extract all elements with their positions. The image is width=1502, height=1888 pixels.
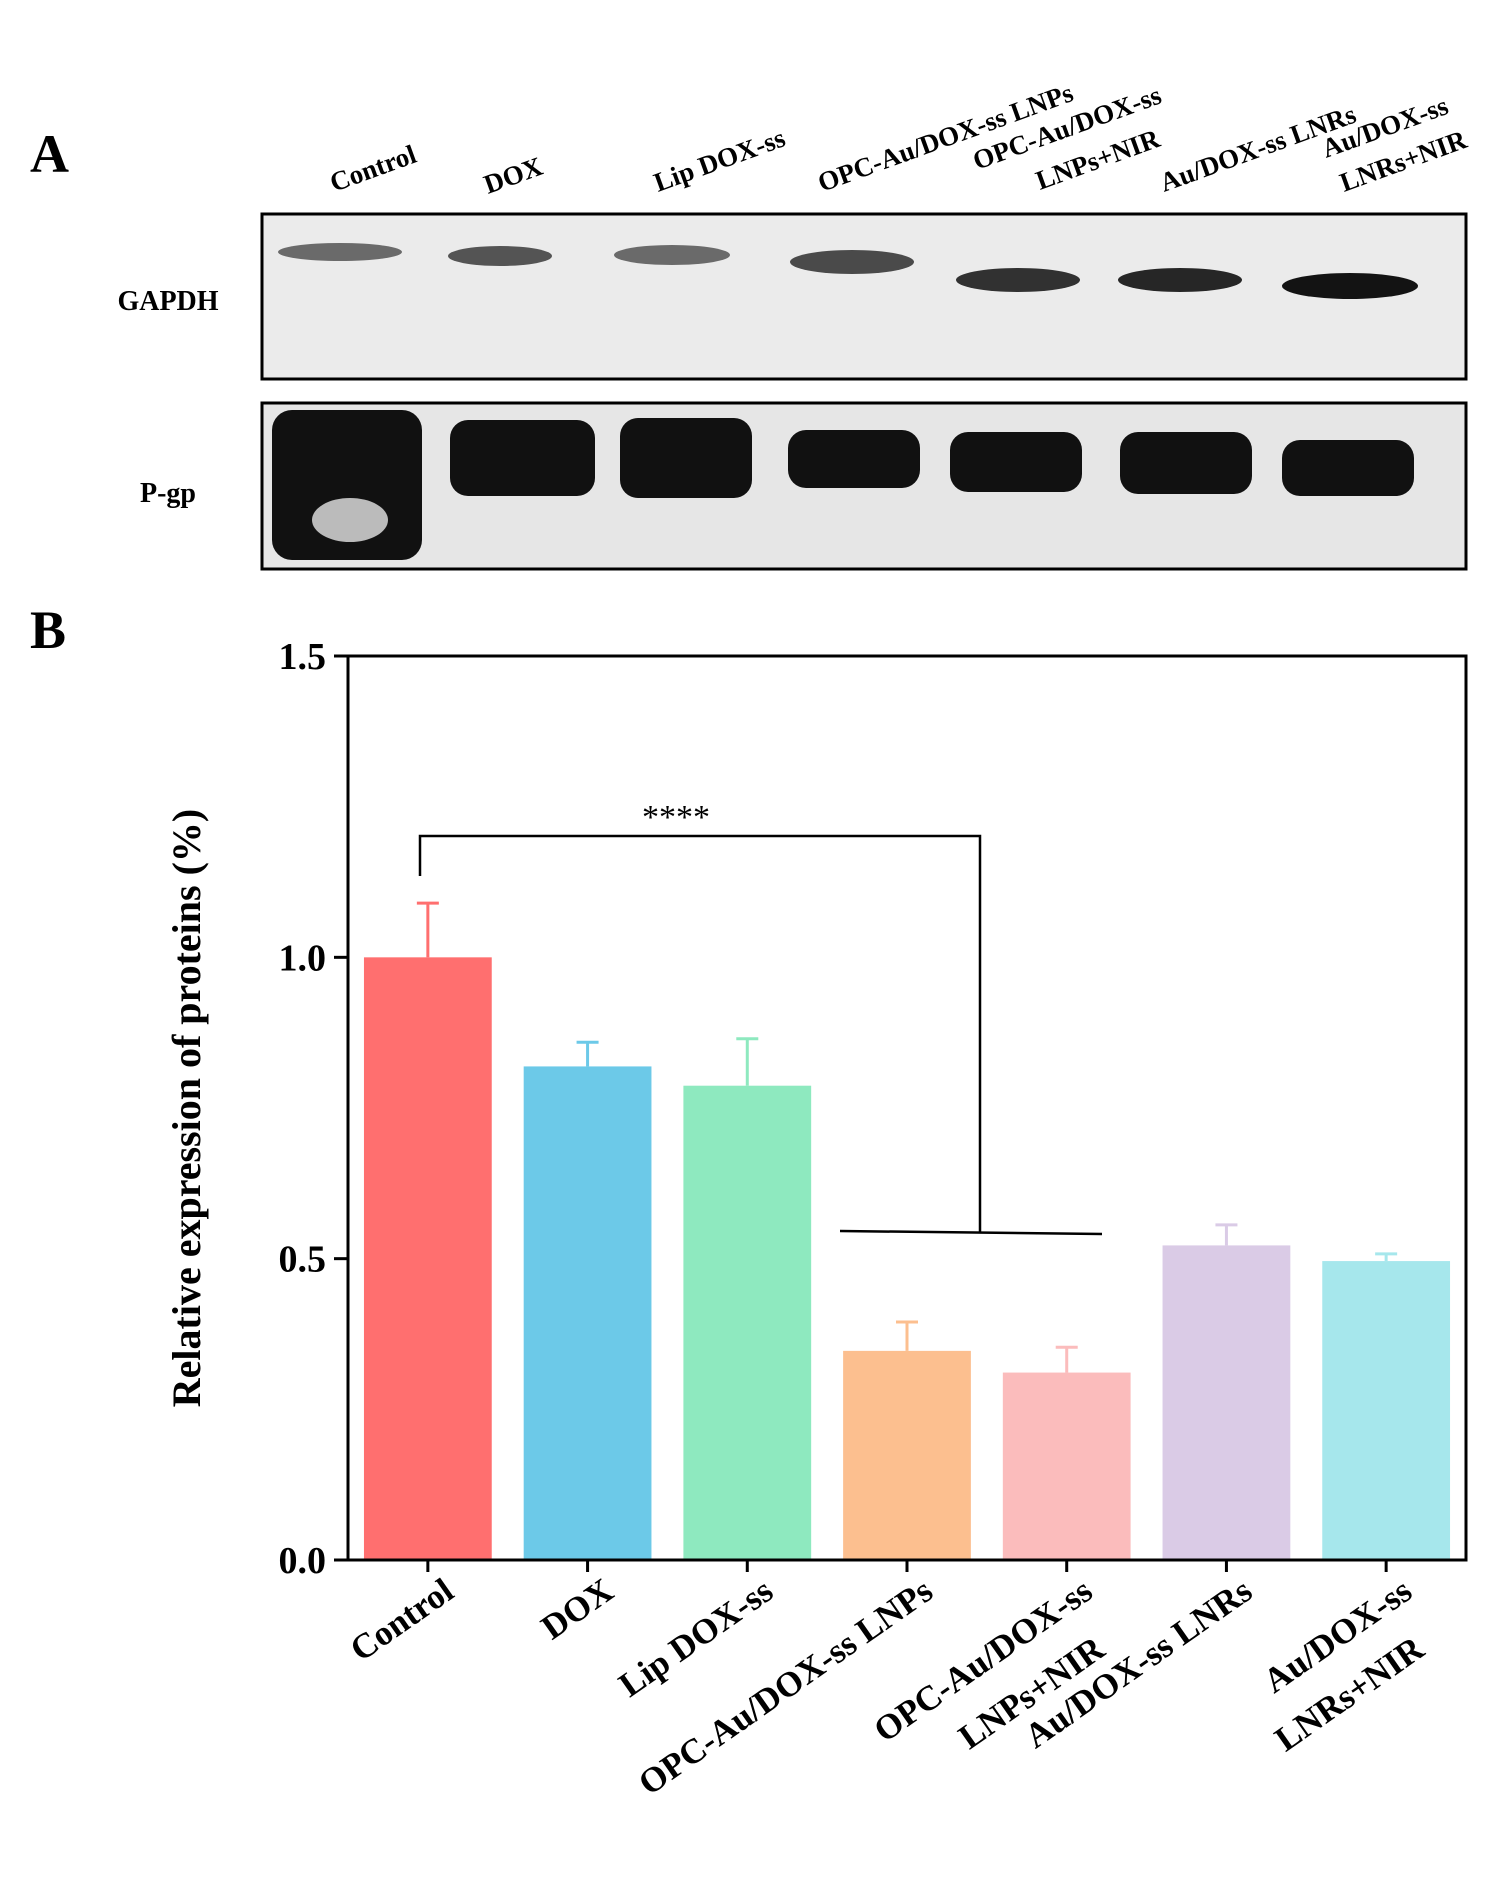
bar xyxy=(1162,1245,1291,1560)
bar xyxy=(523,1066,652,1560)
bar xyxy=(843,1350,971,1560)
x-tick-label: DOX xyxy=(534,1571,620,1648)
error-bar xyxy=(1055,1345,1078,1373)
y-axis-title: Relative expression of proteins (%) xyxy=(164,809,209,1407)
error-bar xyxy=(416,901,439,958)
y-tick-label: 1.0 xyxy=(279,937,327,979)
error-bar xyxy=(1215,1223,1238,1246)
bar xyxy=(1002,1372,1131,1560)
x-tick-label: Control xyxy=(343,1570,461,1669)
panel-label: B xyxy=(30,600,66,660)
plot-frame xyxy=(346,654,1468,1562)
error-bar xyxy=(736,1037,759,1086)
panel-label: A xyxy=(30,124,69,184)
y-tick-label: 1.5 xyxy=(279,636,327,678)
significance-bracket xyxy=(418,834,1103,1236)
x-tick-label: OPC-Au/DOX-ss LNPs xyxy=(631,1571,939,1803)
lane-label: Control xyxy=(326,139,421,198)
blot-gapdh xyxy=(260,212,1468,381)
y-tick-label: 0.5 xyxy=(279,1239,327,1281)
annotation: **** xyxy=(642,799,710,836)
row-label: P-gp xyxy=(140,478,196,509)
error-bar xyxy=(576,1040,599,1067)
bar xyxy=(1322,1261,1451,1560)
row-label: GAPDH xyxy=(117,286,218,317)
error-bar xyxy=(1375,1252,1398,1262)
bar xyxy=(363,957,492,1560)
blot-pgp xyxy=(260,401,1468,571)
bar xyxy=(683,1085,812,1560)
blot-lane-labels: Control DOX Lip DOX-ss OPC-Au/DOX-ss LNP… xyxy=(326,77,1471,199)
y-tick-label: 0.0 xyxy=(279,1540,327,1582)
lane-label: Lip DOX-ss xyxy=(650,122,789,197)
error-bar xyxy=(896,1320,918,1351)
lane-label: DOX xyxy=(480,151,547,200)
